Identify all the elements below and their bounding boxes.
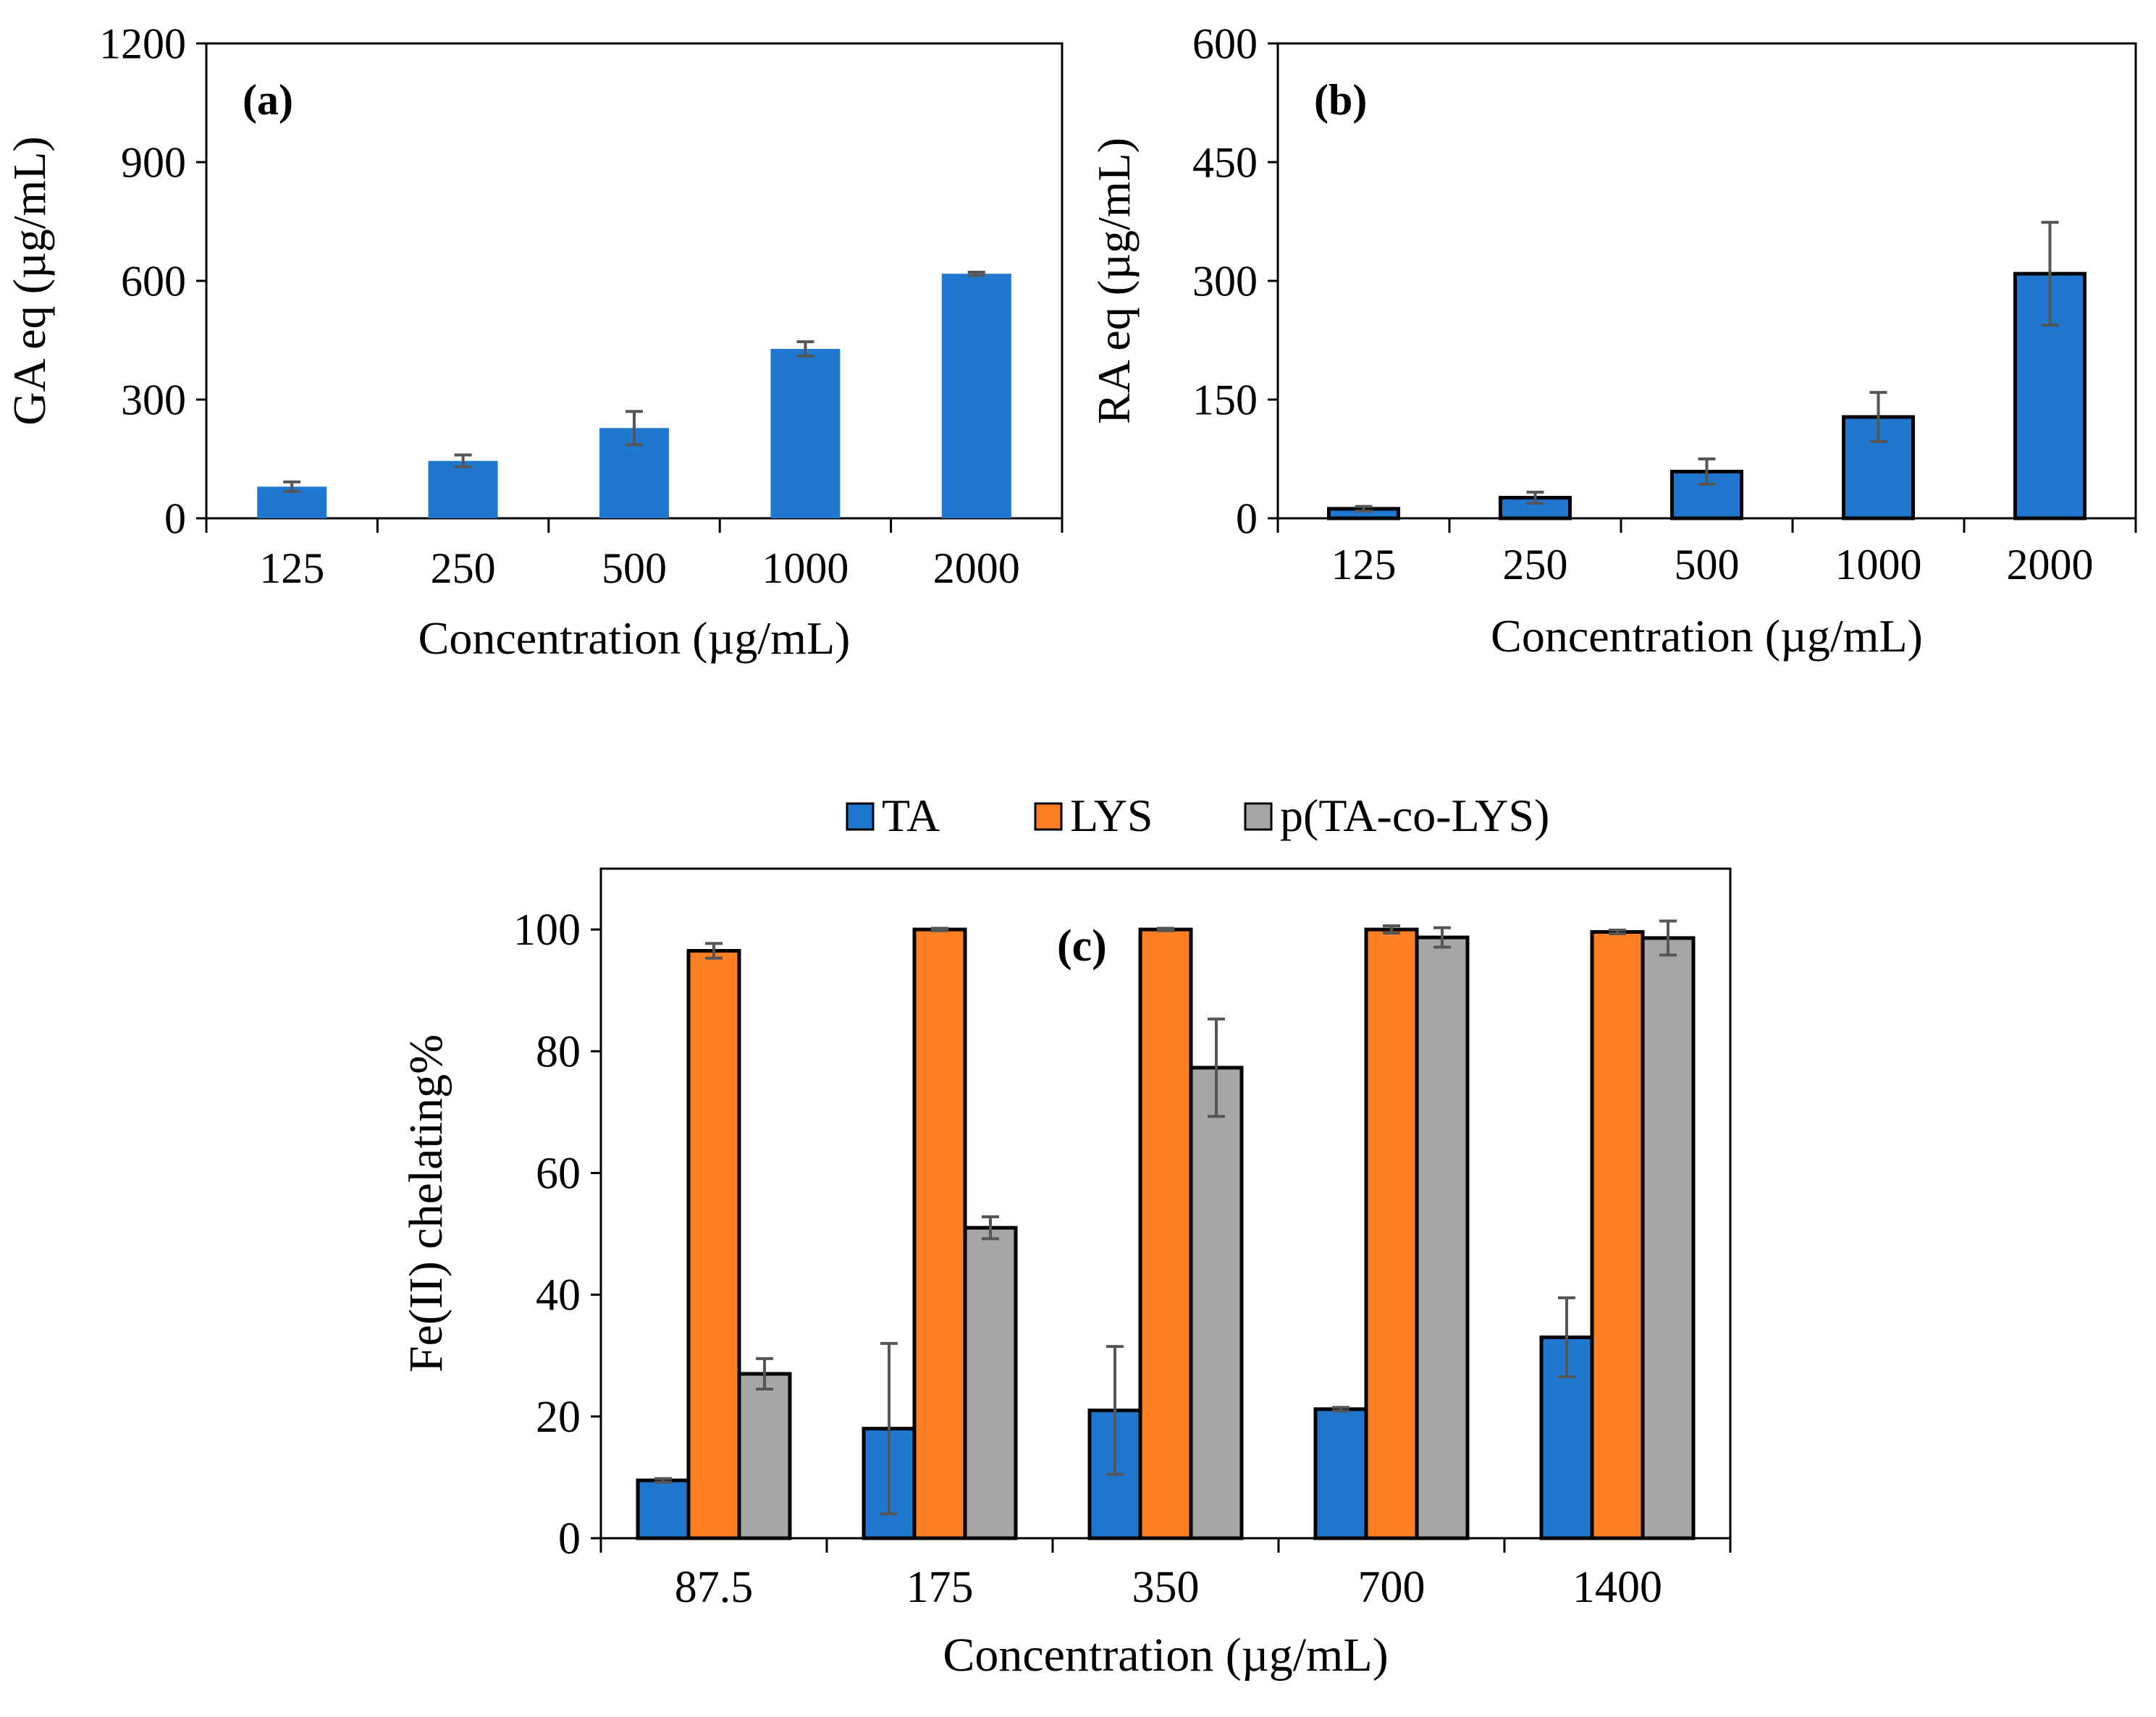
bar-ga-eq [770, 349, 841, 518]
error-bar [967, 270, 985, 277]
x-tick-label: 1000 [762, 544, 848, 592]
legend-label: p(TA-co-LYS) [1280, 790, 1549, 841]
x-axis-label: Concentration (µg/mL) [1491, 610, 1923, 662]
x-tick-label: 125 [1331, 541, 1397, 588]
legend-label: TA [882, 790, 940, 841]
y-tick-label: 100 [513, 906, 581, 955]
legend: TA LYS p(TA-co-LYS) [846, 790, 1549, 841]
x-tick-label: 250 [431, 544, 496, 592]
error-bar [1383, 924, 1400, 935]
y-tick-label: 600 [121, 257, 186, 305]
y-tick-label: 300 [121, 376, 186, 423]
y-tick-label: 300 [1192, 257, 1258, 305]
y-tick-label: 60 [536, 1149, 581, 1199]
legend-swatch [1034, 802, 1063, 831]
error-bar [1208, 1017, 1225, 1118]
x-axis-label: Concentration (µg/mL) [943, 1629, 1388, 1682]
y-axis-label: RA eq (µg/mL) [1088, 138, 1140, 424]
error-bar [931, 927, 948, 932]
y-tick-label: 0 [1236, 494, 1258, 542]
error-bar [454, 453, 472, 468]
chart-panel-b: 0 150 300 450 600 125 250 500 1000 2000 (b) Concent… [1088, 20, 2137, 662]
bar-ga-eq [428, 460, 498, 518]
y-tick-label: 0 [558, 1514, 581, 1564]
x-tick-label: 87.5 [675, 1563, 754, 1612]
error-bar [1558, 1296, 1575, 1379]
bar-lys [1590, 929, 1645, 1540]
chart-panel-a: 0 300 600 900 1200 125 250 500 1000 2000 (a) Concen… [4, 20, 1064, 664]
error-bar [796, 340, 814, 358]
bar-p-ta-co-lys- [1189, 1066, 1244, 1540]
error-bar [2041, 221, 2059, 327]
y-tick-label: 600 [1192, 20, 1258, 67]
error-bar [1355, 505, 1373, 513]
bar-p-ta-co-lys- [1415, 935, 1470, 1540]
x-tick-label: 350 [1132, 1563, 1200, 1612]
error-bar [880, 1341, 898, 1516]
error-bar [654, 1477, 672, 1484]
error-bar [1659, 919, 1677, 957]
bar-lys [1364, 927, 1419, 1540]
x-axis-label: Concentration (µg/mL) [418, 612, 851, 664]
legend-swatch [1244, 802, 1273, 831]
bar-ga-eq [941, 274, 1011, 518]
error-bar [756, 1357, 773, 1391]
x-tick-label: 1000 [1835, 541, 1922, 588]
y-tick-label: 0 [164, 494, 186, 542]
bar-p-ta-co-lys- [1641, 936, 1696, 1540]
y-tick-label: 40 [536, 1271, 581, 1320]
error-bar [982, 1215, 999, 1241]
y-tick-label: 450 [1192, 138, 1258, 186]
x-tick-label: 2000 [2007, 541, 2094, 588]
bar-p-ta-co-lys- [963, 1225, 1018, 1540]
error-bar [1106, 1345, 1124, 1476]
y-tick-label: 80 [536, 1027, 581, 1076]
x-tick-label: 250 [1503, 541, 1568, 588]
y-tick-label: 20 [536, 1393, 581, 1442]
panel-label: (b) [1314, 76, 1367, 124]
error-bar [626, 410, 643, 447]
x-tick-label: 2000 [933, 544, 1020, 592]
x-tick-label: 1400 [1572, 1563, 1662, 1612]
error-bar [1157, 927, 1174, 932]
panel-label: (c) [1057, 921, 1107, 971]
error-bar [283, 480, 301, 493]
bar-lys [1138, 927, 1193, 1540]
x-tick-label: 500 [1675, 541, 1740, 588]
plot-frame [1276, 42, 2137, 520]
x-tick-label: 175 [906, 1563, 974, 1612]
y-tick-label: 150 [1192, 376, 1258, 423]
y-axis-label: Fe(II) chelating% [400, 1034, 452, 1372]
y-tick-label: 1200 [99, 20, 186, 67]
chart-panel-c: 0 20 40 60 80 100 87.5 175 350 700 1400 (c) Concentr… [400, 790, 1732, 1682]
error-bar [1526, 490, 1544, 505]
error-bar [1698, 457, 1716, 486]
y-axis-label: GA eq (µg/mL) [4, 136, 55, 425]
legend-label: LYS [1070, 790, 1153, 841]
error-bar [1609, 928, 1626, 935]
legend-swatch [846, 802, 875, 831]
panel-label: (a) [243, 76, 293, 124]
bar-p-ta-co-lys- [737, 1372, 792, 1540]
error-bar [1332, 1406, 1349, 1413]
x-tick-label: 125 [259, 544, 324, 592]
error-bar [1869, 391, 1887, 443]
bar-ta [1313, 1407, 1368, 1540]
bar-lys [912, 927, 967, 1540]
bar-lys [686, 949, 741, 1540]
y-tick-label: 900 [121, 138, 186, 186]
x-tick-label: 500 [602, 544, 667, 592]
error-bar [705, 942, 723, 960]
x-tick-label: 700 [1358, 1563, 1426, 1612]
error-bar [1433, 926, 1451, 949]
bar-ta [636, 1478, 691, 1540]
